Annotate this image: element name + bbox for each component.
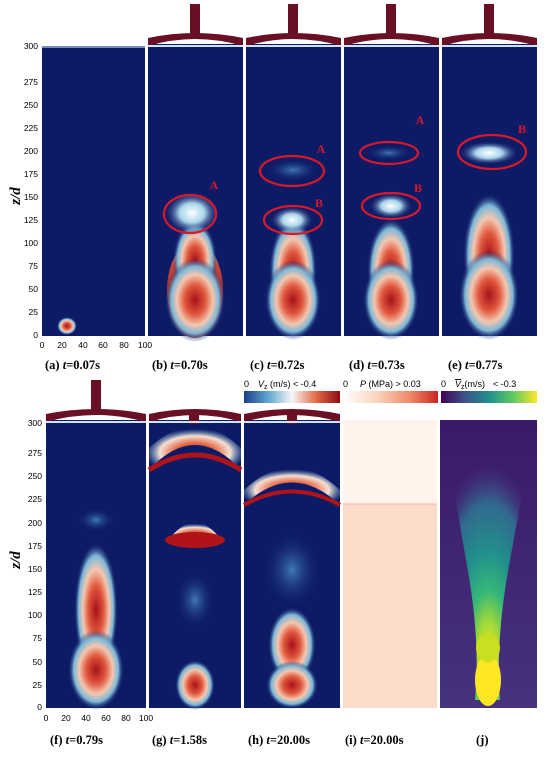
annotation-a: A (210, 178, 219, 192)
y-tick: 175 (28, 541, 42, 551)
y-tick: 75 (33, 633, 43, 643)
caption-a: (a) t=0.07s (45, 358, 100, 372)
x-tick: 20 (61, 713, 71, 723)
y-tick: 225 (28, 494, 42, 504)
annotation-a: A (317, 142, 326, 156)
y-tick: 250 (24, 100, 38, 110)
x-tick: 40 (81, 713, 91, 723)
panel-h (243, 409, 341, 709)
captions-bottom: (f) t=0.79s (g) t=1.58s (h) t=20.00s (i)… (50, 733, 489, 747)
x-tick: 0 (44, 713, 49, 723)
caption-j: (j) (476, 733, 489, 747)
caption-f: (f) t=0.79s (50, 733, 103, 747)
x-tick: 60 (101, 713, 111, 723)
y-tick: 75 (29, 261, 39, 271)
y-ticks-top: 0 25 50 75 100 125 150 175 200 225 250 2… (24, 41, 38, 340)
x-tick: 100 (138, 340, 152, 350)
colorbar-title: Vz (m/s) < -0.4 (258, 379, 316, 391)
x-tick: 20 (57, 340, 67, 350)
panel-i (343, 420, 437, 708)
y-tick: 275 (28, 448, 42, 458)
annotation-b: B (414, 181, 422, 195)
panel-e: B (442, 4, 537, 340)
caption-i: (i) t=20.00s (345, 733, 404, 747)
y-tick: 25 (33, 680, 43, 690)
caption-c: (c) t=0.72s (250, 358, 304, 372)
captions-top: (a) t=0.07s (b) t=0.70s (c) t=0.72s (d) … (45, 358, 502, 372)
caption-h: (h) t=20.00s (248, 733, 310, 747)
y-tick: 300 (28, 418, 42, 428)
y-tick: 150 (24, 192, 38, 202)
x-tick: 100 (139, 713, 153, 723)
y-tick: 250 (28, 471, 42, 481)
colorbar-min: 0 (441, 379, 446, 389)
y-tick: 300 (24, 41, 38, 51)
panel-c: A B (246, 4, 341, 340)
y-axis-label-bottom: z/d (8, 551, 24, 570)
colorbar-p: 0 P (MPa) > 0.03 (343, 379, 438, 403)
panel-a (42, 46, 145, 336)
caption-g: (g) t=1.58s (152, 733, 207, 747)
y-axis-label-top: z/d (8, 187, 24, 206)
annotation-a: A (416, 113, 425, 127)
panel-f (46, 380, 146, 710)
caption-d: (d) t=0.73s (349, 358, 405, 372)
caption-b: (b) t=0.70s (152, 358, 208, 372)
y-tick: 100 (24, 238, 38, 248)
y-tick: 125 (28, 587, 42, 597)
y-tick: 200 (28, 518, 42, 528)
y-tick: 25 (29, 307, 39, 317)
colorbar-title: Vz(m/s) < -0.3 (455, 379, 516, 391)
x-tick: 0 (40, 340, 45, 350)
panel-b: A (148, 4, 243, 342)
x-ticks-top: 0 20 40 60 80 100 (40, 340, 153, 350)
x-tick: 80 (119, 340, 129, 350)
y-tick: 275 (24, 77, 38, 87)
caption-e: (e) t=0.77s (448, 358, 502, 372)
y-ticks-bottom: 0 25 50 75 100 125 150 175 200 225 250 2… (28, 418, 42, 712)
y-tick: 50 (29, 284, 39, 294)
x-tick: 60 (98, 340, 108, 350)
x-ticks-bottom: 0 20 40 60 80 100 (44, 713, 154, 723)
y-tick: 150 (28, 564, 42, 574)
y-tick: 125 (24, 215, 38, 225)
y-tick: 175 (24, 169, 38, 179)
x-tick: 40 (78, 340, 88, 350)
y-tick: 50 (33, 657, 43, 667)
colorbar-min: 0 (343, 379, 348, 389)
colorbar-vz: 0 Vz (m/s) < -0.4 (244, 379, 340, 403)
colorbar-vz-mean: 0 Vz(m/s) < -0.3 (441, 379, 537, 403)
y-tick: 200 (24, 146, 38, 156)
panel-g (147, 409, 243, 710)
y-tick: 0 (33, 330, 38, 340)
y-tick: 0 (37, 702, 42, 712)
y-tick: 225 (24, 123, 38, 133)
panel-j (440, 420, 537, 708)
colorbar-min: 0 (244, 379, 249, 389)
x-tick: 80 (121, 713, 131, 723)
colorbar-title: P (MPa) > 0.03 (360, 379, 421, 389)
annotation-b: B (315, 196, 323, 210)
y-tick: 100 (28, 610, 42, 620)
panel-d: A B (344, 4, 439, 340)
annotation-b: B (518, 122, 526, 136)
